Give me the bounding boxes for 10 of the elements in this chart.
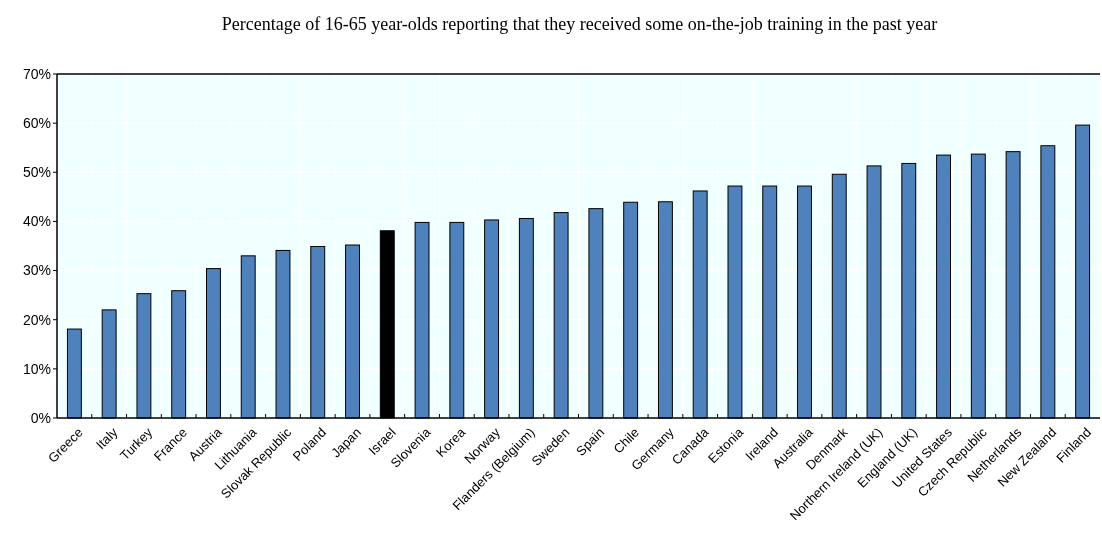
y-tick-label: 30% [22,262,51,279]
y-tick-label: 40% [22,213,51,230]
y-tick-label: 50% [22,164,51,181]
y-tick-label: 10% [22,360,51,377]
y-tick-label: 70% [22,65,51,82]
chart-title: Percentage of 16-65 year-olds reporting that they received some on-the-job training in the past year [221,14,938,34]
y-tick-label: 20% [22,311,51,328]
y-tick-label: 0% [30,409,51,426]
x-tick-label: Italy [93,424,121,453]
y-tick-label: 60% [22,115,51,132]
